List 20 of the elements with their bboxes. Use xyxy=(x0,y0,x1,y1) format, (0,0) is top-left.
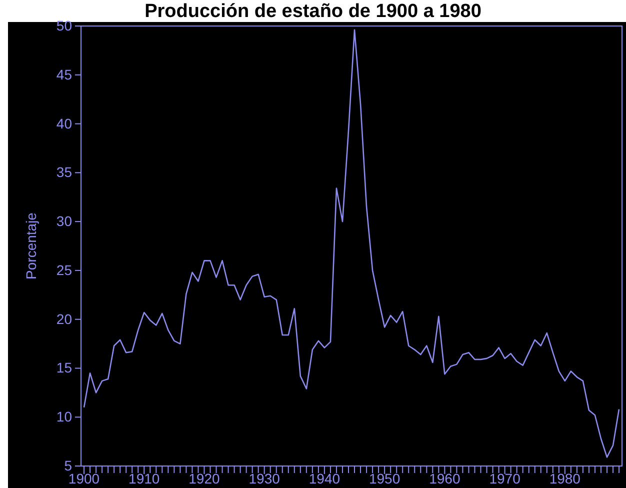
y-tick-label: 35 xyxy=(56,164,72,180)
y-tick-label: 25 xyxy=(56,262,72,278)
y-tick-label: 15 xyxy=(56,360,72,376)
x-tick-label: 1920 xyxy=(188,470,220,486)
x-tick-label: 1930 xyxy=(248,470,280,486)
chart-title: Producción de estaño de 1900 a 1980 xyxy=(144,1,482,22)
x-tick-label: 1910 xyxy=(128,470,160,486)
line-series xyxy=(83,29,620,458)
y-tick-label: 45 xyxy=(56,66,72,82)
y-tick-label: 50 xyxy=(56,17,72,34)
x-tick-label: 1940 xyxy=(308,470,340,486)
y-tick-label: 40 xyxy=(56,115,72,132)
x-tick-label: 1970 xyxy=(489,470,521,486)
x-tick-label: 1980 xyxy=(549,470,581,486)
x-tick-label: 1950 xyxy=(368,470,400,486)
y-axis-title: Porcentaje xyxy=(23,212,39,280)
x-tick-label: 1960 xyxy=(429,470,460,486)
y-tick-label: 20 xyxy=(56,310,72,327)
y-tick-label: 10 xyxy=(56,408,72,425)
y-tick-label: 30 xyxy=(56,213,72,230)
